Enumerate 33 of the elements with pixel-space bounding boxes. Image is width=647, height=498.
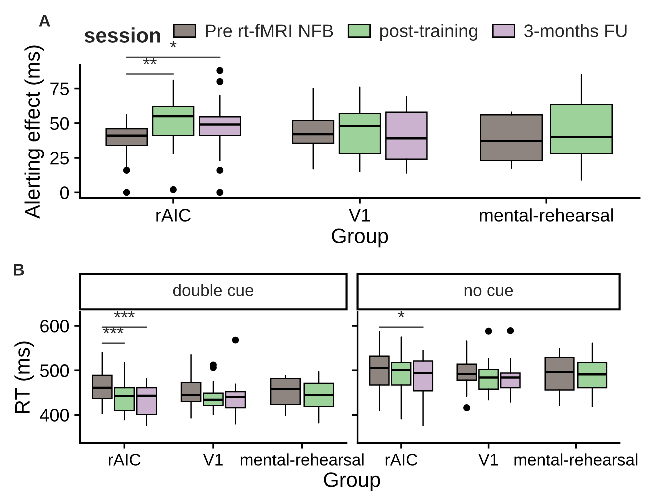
text: B (14, 264, 24, 276)
chart-title: double cue (173, 284, 254, 296)
x-tick-label: rAIC (109, 454, 141, 466)
text: * (170, 41, 177, 48)
legend-label: post-training (380, 24, 478, 42)
x-tick-label: rAIC (386, 454, 418, 466)
y-tick-label: 25 (50, 152, 70, 165)
legend-label: 3-months FU (524, 24, 627, 38)
annotation: * (398, 311, 405, 318)
text: A (39, 15, 50, 27)
x-axis-title: Group (324, 472, 380, 492)
y-tick-label: 75 (50, 82, 70, 96)
x-axis-title: Group (332, 228, 388, 248)
y-tick-label: 500 (40, 364, 70, 378)
annotation: *** (103, 327, 124, 334)
x-tick-label: V1 (203, 454, 223, 466)
y-tick-label: 600 (40, 320, 70, 333)
y-tick-label: 400 (40, 409, 70, 422)
chart-title: no cue (464, 287, 514, 296)
y-tick-label: 50 (50, 117, 70, 130)
y-axis-title: Alerting effect (ms) (24, 46, 44, 219)
y-axis-title: RT (ms) (14, 342, 34, 414)
x-tick-label: V1 (349, 209, 370, 222)
x-tick-label: mental-rehearsal (480, 208, 614, 222)
legend-title: session (84, 28, 160, 43)
x-tick-label: mental-rehearsal (514, 454, 638, 466)
legend-label: Pre rt-fMRI NFB (206, 24, 334, 38)
x-tick-label: mental-rehearsal (240, 454, 364, 466)
y-tick-label: 0 (60, 186, 70, 200)
annotation: *** (114, 311, 135, 318)
x-tick-label: V1 (478, 454, 498, 466)
x-tick-label: rAIC (156, 209, 191, 222)
text: ** (143, 58, 157, 64)
